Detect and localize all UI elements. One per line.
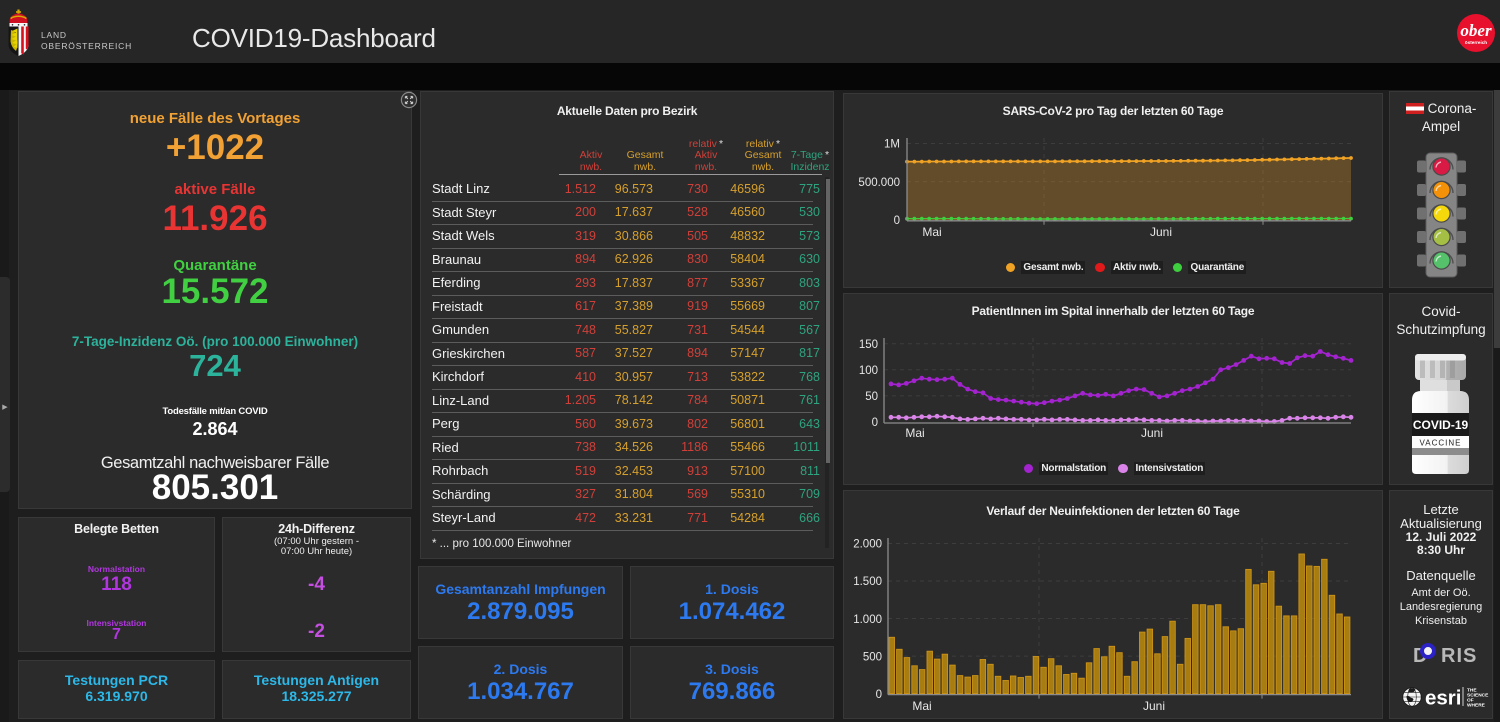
svg-text:100: 100 — [859, 365, 878, 377]
svg-text:WHERE: WHERE — [1467, 703, 1486, 709]
svg-text:SCIENCE: SCIENCE — [1467, 693, 1489, 699]
svg-text:COVID-19: COVID-19 — [1413, 418, 1469, 432]
svg-text:OF: OF — [1467, 698, 1474, 704]
svg-text:0: 0 — [876, 689, 882, 701]
svg-text:österreich: österreich — [1465, 40, 1487, 45]
svg-text:THE: THE — [1467, 688, 1477, 694]
svg-text:50: 50 — [865, 391, 878, 403]
svg-text:Juni: Juni — [1150, 225, 1172, 239]
svg-text:1M: 1M — [884, 139, 900, 151]
svg-text:2.000: 2.000 — [853, 539, 882, 551]
svg-text:VACCINE: VACCINE — [1420, 439, 1462, 448]
svg-text:Juni: Juni — [1143, 699, 1165, 713]
svg-text:0: 0 — [894, 215, 900, 227]
svg-text:Mai: Mai — [922, 225, 941, 239]
svg-text:esri: esri — [1425, 687, 1461, 710]
svg-text:500: 500 — [863, 651, 882, 663]
svg-text:500.000: 500.000 — [858, 177, 900, 189]
svg-text:Juni: Juni — [1141, 426, 1163, 440]
svg-text:150: 150 — [859, 339, 878, 351]
svg-text:1.000: 1.000 — [853, 614, 882, 626]
svg-text:Mai: Mai — [905, 426, 924, 440]
svg-text:1.500: 1.500 — [853, 576, 882, 588]
svg-text:0: 0 — [872, 417, 878, 429]
svg-text:Mai: Mai — [912, 699, 931, 713]
svg-text:ober: ober — [1460, 21, 1492, 40]
